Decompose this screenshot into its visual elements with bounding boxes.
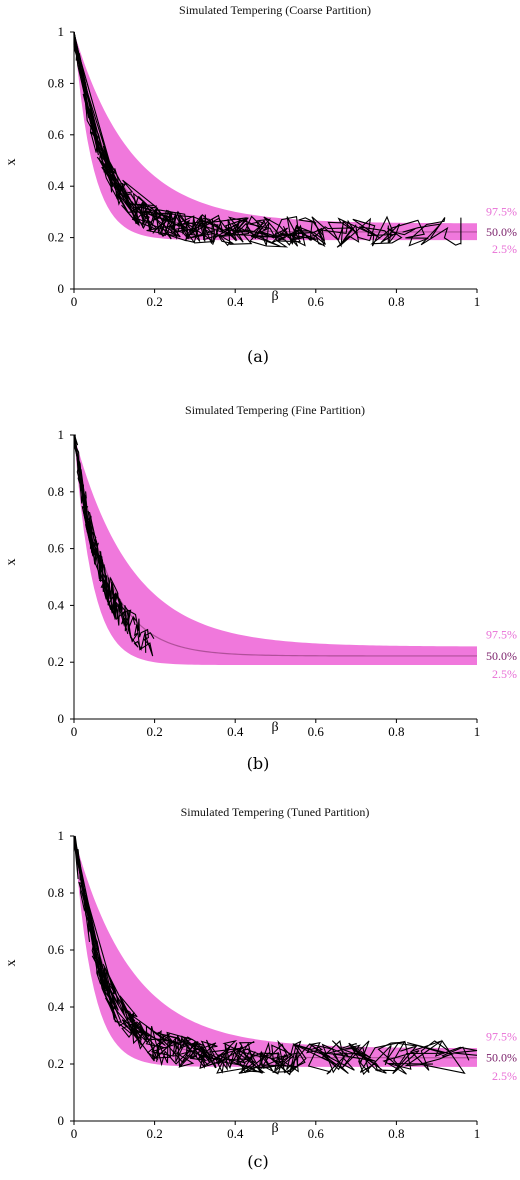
y-tick-label: 0.6 [48,541,65,556]
y-axis-label: x [4,559,19,566]
x-tick-label: 0.8 [388,724,404,739]
plot-area: 0 0.2 0.4 0.6 0.8 1 0 0.2 0.4 0.6 0.8 1 97.5% 50.0% 2.… [48,24,517,309]
sample-trace [73,31,324,246]
panel-caption: (c) [247,1152,268,1171]
x-tick-label: 0.6 [308,1126,325,1141]
x-tick-label: 0.8 [388,294,404,309]
x-tick-label: 1 [474,1126,481,1141]
y-tick-label: 1 [58,427,65,442]
x-tick-label: 0.4 [227,724,244,739]
y-axis-label: x [4,960,19,967]
y-tick-label: 0.4 [48,999,65,1014]
x-tick-label: 0.6 [308,724,325,739]
sample-trace [73,836,256,1074]
y-tick-label: 0.2 [48,654,64,669]
label-50: 50.0% [486,1051,517,1065]
y-tick-label: 0.4 [48,178,65,193]
chart-title: Simulated Tempering (Fine Partition) [185,403,365,417]
chart-title: Simulated Tempering (Coarse Partition) [179,3,371,17]
sample-trace [73,32,196,240]
sample-trace [73,835,301,1074]
y-tick-label: 0 [58,711,65,726]
chart-title: Simulated Tempering (Tuned Partition) [181,805,370,819]
sample-trace [73,31,446,248]
x-axis-label: β [271,720,278,735]
chart-panel-b: Simulated Tempering (Fine Partition) 0 0.… [0,392,520,782]
label-97-5: 97.5% [486,204,517,218]
x-tick-label: 0.2 [146,1126,162,1141]
y-tick-label: 0.2 [48,230,64,245]
y-tick-label: 0.8 [48,885,64,900]
y-tick-label: 0.6 [48,127,65,142]
panel-caption: (a) [247,347,269,366]
y-tick-label: 0.8 [48,484,64,499]
quantile-band [74,435,477,666]
chart-panel-a: Simulated Tempering (Coarse Partition) 0… [0,0,520,380]
sample-trace [73,434,107,600]
label-97-5: 97.5% [486,628,517,642]
x-tick-label: 1 [474,294,481,309]
sample-trace [73,31,176,236]
chart-svg-a: Simulated Tempering (Coarse Partition) 0… [4,3,517,366]
plot-area: 0 0.2 0.4 0.6 0.8 1 0 0.2 0.4 0.6 0.8 1 97.5% 50.0% 2.… [48,427,517,739]
y-axis-label: x [4,159,19,166]
sample-trace [73,835,196,1069]
x-tick-label: 0.2 [146,724,162,739]
y-tick-label: 0 [58,1113,65,1128]
y-tick-label: 0.6 [48,942,65,957]
label-2-5: 2.5% [492,667,517,681]
y-tick-label: 1 [58,24,65,39]
label-2-5: 2.5% [492,1069,517,1083]
x-tick-label: 0.6 [308,294,325,309]
label-2-5: 2.5% [492,242,517,256]
y-tick-label: 0.4 [48,597,65,612]
y-tick-label: 0.8 [48,75,64,90]
x-tick-label: 0 [71,1126,78,1141]
x-tick-label: 1 [474,724,481,739]
x-axis-label: β [271,289,278,304]
y-tick-label: 1 [58,828,65,843]
label-50: 50.0% [486,649,517,663]
y-tick-label: 0.2 [48,1056,64,1071]
x-tick-label: 0 [71,724,78,739]
x-tick-label: 0.2 [146,294,162,309]
chart-svg-b: Simulated Tempering (Fine Partition) 0 0.… [4,403,517,773]
x-tick-label: 0.4 [227,1126,244,1141]
x-axis-label: β [271,1121,278,1136]
median-line [73,434,477,657]
plot-area: 0 0.2 0.4 0.6 0.8 1 0 0.2 0.4 0.6 0.8 1 97.5% 50.0% 2.… [48,828,517,1141]
label-97-5: 97.5% [486,1029,517,1043]
label-50: 50.0% [486,225,517,239]
x-tick-label: 0 [71,294,78,309]
x-tick-label: 0.4 [227,294,244,309]
sample-trace [73,835,107,993]
y-tick-label: 0 [58,281,65,296]
x-tick-label: 0.8 [388,1126,404,1141]
panel-caption: (b) [247,754,270,773]
quantile-band [74,32,477,241]
